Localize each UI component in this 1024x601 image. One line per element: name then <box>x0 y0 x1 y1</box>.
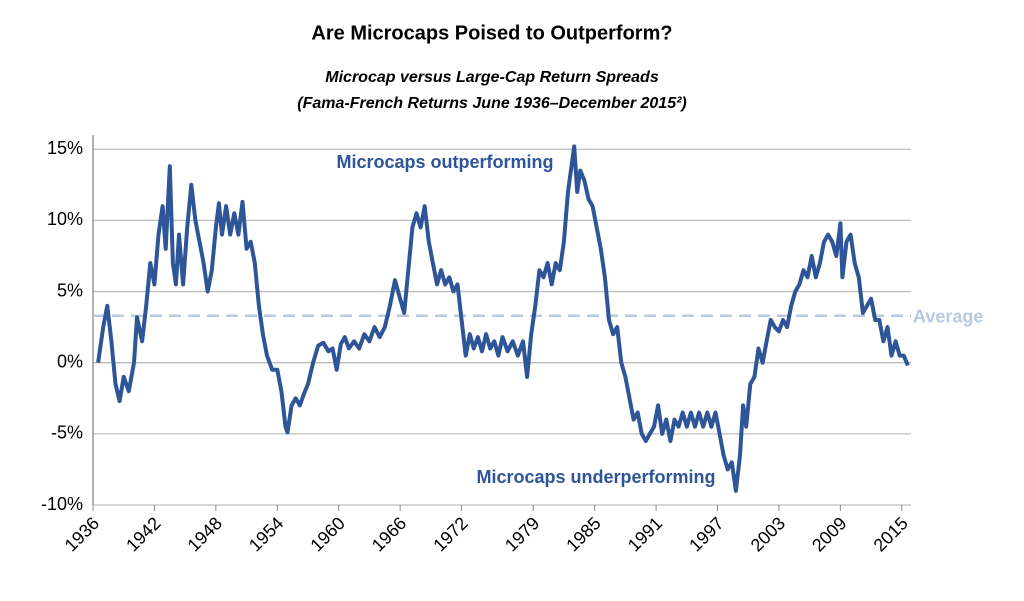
x-tick-label: 1979 <box>501 513 543 555</box>
x-tick-label: 1966 <box>368 513 410 555</box>
data-line <box>96 144 910 493</box>
y-tick-label: -5% <box>51 423 83 443</box>
annotation: Microcaps underperforming <box>476 467 715 487</box>
x-tick-label: 1997 <box>685 513 727 555</box>
x-tick-label: 1972 <box>429 513 471 555</box>
x-tick-label: 2015 <box>870 513 912 555</box>
x-tick-label: 1942 <box>122 513 164 555</box>
x-tick-label: 1960 <box>306 513 348 555</box>
average-label: Average <box>913 306 983 326</box>
x-tick-label: 1991 <box>624 513 666 555</box>
chart-title: Are Microcaps Poised to Outperform? <box>311 22 672 44</box>
x-tick-label: 1985 <box>562 513 604 555</box>
annotation: Microcaps outperforming <box>336 152 553 172</box>
chart-subtitle: (Fama-French Returns June 1936–December … <box>297 95 687 112</box>
y-tick-label: -10% <box>41 494 83 514</box>
y-tick-label: 0% <box>57 351 83 371</box>
y-tick-label: 5% <box>57 280 83 300</box>
y-tick-label: 15% <box>47 138 83 158</box>
x-tick-label: 2003 <box>747 513 789 555</box>
y-tick-label: 10% <box>47 209 83 229</box>
x-tick-label: 1948 <box>184 513 226 555</box>
x-tick-label: 1954 <box>245 513 287 555</box>
x-tick-label: 1936 <box>61 513 103 555</box>
chart-subtitle: Microcap versus Large-Cap Return Spreads <box>325 69 659 86</box>
x-tick-label: 2009 <box>808 513 850 555</box>
